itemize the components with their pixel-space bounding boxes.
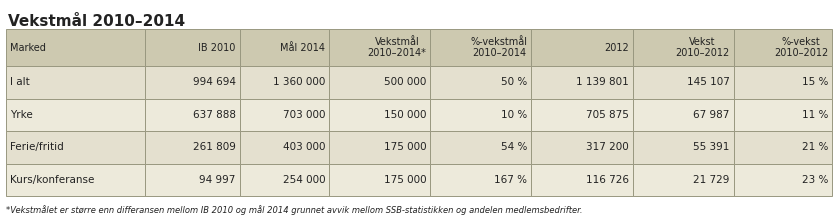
Text: %-vekstmål
2010–2014: %-vekstmål 2010–2014 xyxy=(470,37,527,58)
Bar xyxy=(6,164,145,196)
Bar xyxy=(431,66,531,99)
Text: 21 %: 21 % xyxy=(802,142,828,152)
Bar xyxy=(6,131,145,164)
Bar xyxy=(240,164,329,196)
Bar xyxy=(145,29,240,66)
Text: IB 2010: IB 2010 xyxy=(199,43,235,52)
Bar xyxy=(329,164,431,196)
Bar xyxy=(329,99,431,131)
Text: 1 360 000: 1 360 000 xyxy=(273,77,325,87)
Bar xyxy=(531,99,633,131)
Bar xyxy=(733,164,832,196)
Bar xyxy=(531,164,633,196)
Text: 254 000: 254 000 xyxy=(282,175,325,185)
Bar xyxy=(633,29,733,66)
Bar xyxy=(431,29,531,66)
Bar xyxy=(733,131,832,164)
Text: 21 729: 21 729 xyxy=(693,175,730,185)
Text: 67 987: 67 987 xyxy=(693,110,730,120)
Text: Vekstmål
2010–2014*: Vekstmål 2010–2014* xyxy=(368,37,427,58)
Bar xyxy=(6,66,145,99)
Text: Marked: Marked xyxy=(10,43,46,52)
Bar xyxy=(733,99,832,131)
Bar xyxy=(145,164,240,196)
Bar xyxy=(329,131,431,164)
Text: 2012: 2012 xyxy=(604,43,628,52)
Text: 50 %: 50 % xyxy=(501,77,527,87)
Text: 175 000: 175 000 xyxy=(384,175,427,185)
Bar xyxy=(531,66,633,99)
Bar xyxy=(431,131,531,164)
Bar xyxy=(240,29,329,66)
Text: 500 000: 500 000 xyxy=(384,77,427,87)
Text: 1 139 801: 1 139 801 xyxy=(576,77,628,87)
Text: 54 %: 54 % xyxy=(501,142,527,152)
Text: Kurs/konferanse: Kurs/konferanse xyxy=(10,175,95,185)
Text: %-vekst
2010–2012: %-vekst 2010–2012 xyxy=(773,37,828,58)
Text: 55 391: 55 391 xyxy=(693,142,730,152)
Bar xyxy=(733,66,832,99)
Text: 167 %: 167 % xyxy=(494,175,527,185)
Text: Yrke: Yrke xyxy=(10,110,33,120)
Bar xyxy=(145,66,240,99)
Bar xyxy=(633,99,733,131)
Text: 637 888: 637 888 xyxy=(193,110,235,120)
Bar xyxy=(240,99,329,131)
Text: Mål 2014: Mål 2014 xyxy=(281,43,325,52)
Text: 703 000: 703 000 xyxy=(283,110,325,120)
Bar xyxy=(431,99,531,131)
Text: 23 %: 23 % xyxy=(802,175,828,185)
Bar xyxy=(6,29,145,66)
Text: I alt: I alt xyxy=(10,77,30,87)
Text: 261 809: 261 809 xyxy=(193,142,235,152)
Text: 175 000: 175 000 xyxy=(384,142,427,152)
Bar xyxy=(6,99,145,131)
Text: 116 726: 116 726 xyxy=(586,175,628,185)
Bar xyxy=(733,29,832,66)
Text: Vekst
2010–2012: Vekst 2010–2012 xyxy=(675,37,730,58)
Text: 11 %: 11 % xyxy=(802,110,828,120)
Text: *Vekstmålet er større enn differansen mellom IB 2010 og mål 2014 grunnet avvik m: *Vekstmålet er større enn differansen me… xyxy=(6,205,582,215)
Text: Vekstmål 2010–2014: Vekstmål 2010–2014 xyxy=(8,14,185,29)
Bar xyxy=(531,29,633,66)
Text: 94 997: 94 997 xyxy=(199,175,235,185)
Bar xyxy=(240,66,329,99)
Text: 150 000: 150 000 xyxy=(384,110,427,120)
Text: 317 200: 317 200 xyxy=(586,142,628,152)
Bar xyxy=(531,131,633,164)
Bar xyxy=(145,131,240,164)
Text: 705 875: 705 875 xyxy=(586,110,628,120)
Text: 10 %: 10 % xyxy=(501,110,527,120)
Text: Ferie/fritid: Ferie/fritid xyxy=(10,142,64,152)
Bar xyxy=(329,29,431,66)
Bar xyxy=(329,66,431,99)
Bar xyxy=(633,164,733,196)
Bar xyxy=(145,99,240,131)
Bar xyxy=(240,131,329,164)
Bar xyxy=(633,66,733,99)
Text: 403 000: 403 000 xyxy=(283,142,325,152)
Bar xyxy=(431,164,531,196)
Text: 15 %: 15 % xyxy=(802,77,828,87)
Text: 994 694: 994 694 xyxy=(193,77,235,87)
Bar xyxy=(633,131,733,164)
Text: 145 107: 145 107 xyxy=(686,77,730,87)
